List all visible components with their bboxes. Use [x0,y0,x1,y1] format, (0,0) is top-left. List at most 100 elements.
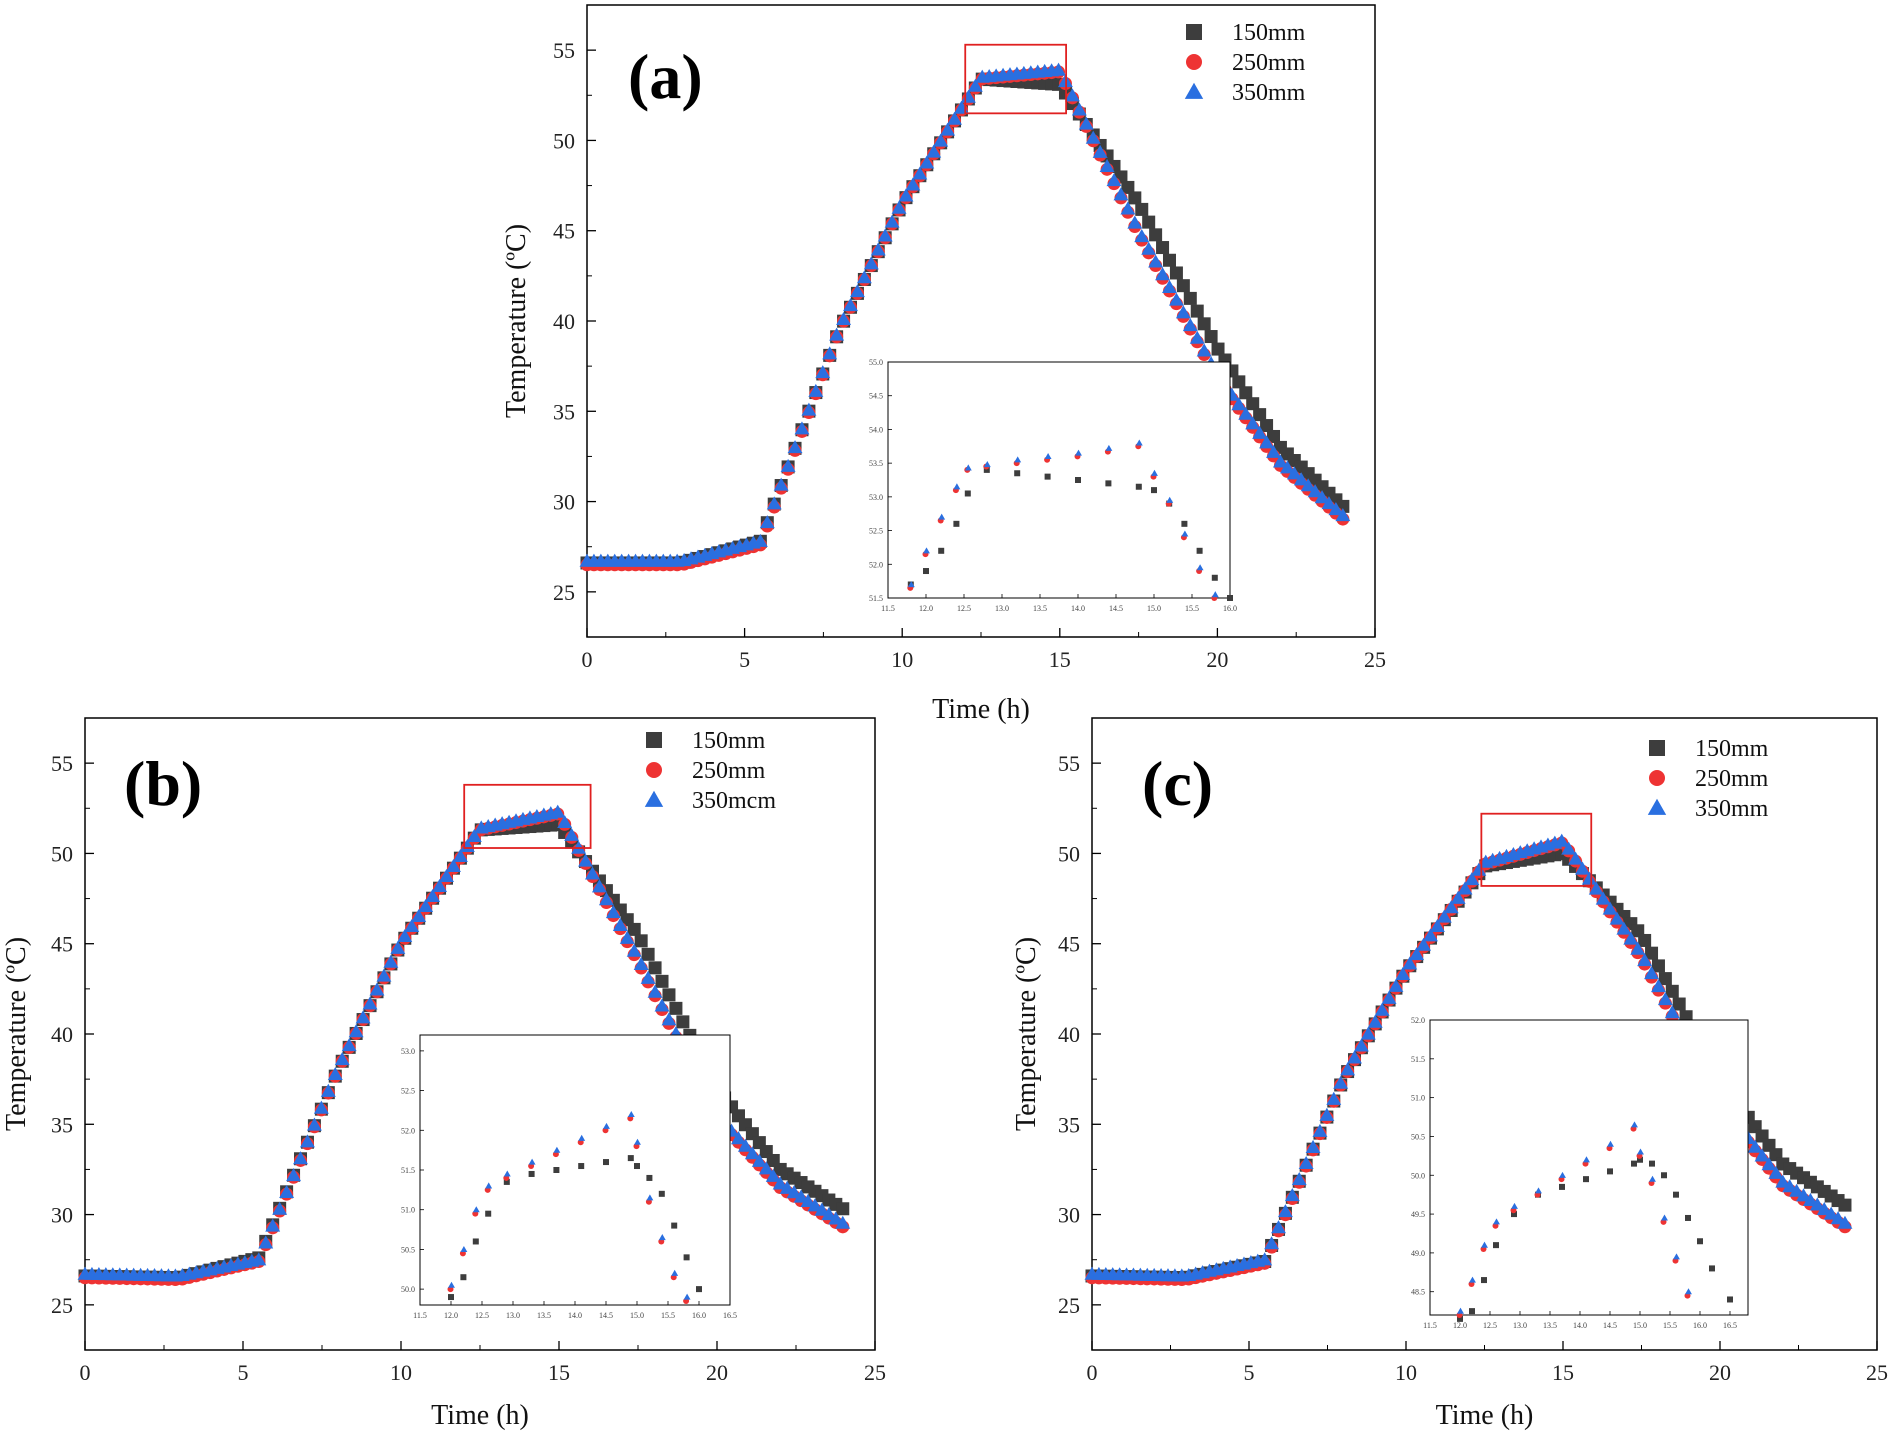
data-point [1416,937,1432,951]
data-point [843,297,858,312]
data-point [1381,990,1397,1004]
inset-data-point [658,1190,665,1197]
data-point [299,1134,315,1148]
data-point [1554,833,1570,847]
x-tick-label: 15 [548,1360,570,1385]
data-point [1071,102,1087,116]
inset-data-point [683,1293,691,1300]
inset-data-point [1457,1315,1463,1322]
data-point [306,1117,322,1131]
data-point [1838,1198,1852,1212]
inset-data-point [938,547,945,554]
inset-x-tick-label: 14.0 [1573,1321,1587,1330]
inset-data-point [627,1110,635,1117]
inset-data-point [671,1269,679,1276]
inset-x-tick-label: 11.5 [881,604,895,613]
data-point [1286,466,1302,480]
inset-zoom-plot: 11.5 12.0 12.5 13.0 13.5 14.0 14.5 15.0 15.5 16.0… [401,1034,737,1320]
inset-data-point [1014,456,1022,463]
data-point [1436,909,1452,923]
data-point [1581,871,1597,885]
y-tick-label: 55 [1058,751,1080,776]
inset-data-point [923,568,929,575]
data-point [376,968,392,982]
data-point [1353,1038,1369,1052]
y-tick-label: 50 [1058,841,1080,866]
data-point [1257,1252,1273,1266]
inset-data-point [683,1254,690,1261]
legend-label: 350mm [1695,796,1769,822]
data-point [1789,1183,1805,1197]
data-point [1182,318,1198,332]
inset-x-tick-label: 14.0 [568,1311,582,1320]
data-point [772,1176,788,1190]
data-point [752,533,768,547]
inset-x-tick-label: 13.0 [1513,1321,1527,1330]
data-point [1574,861,1590,875]
data-point [828,1211,844,1225]
legend-marker [644,790,664,807]
inset-data-point [1469,1276,1476,1283]
inset-x-tick-label: 15.0 [630,1311,644,1320]
data-point [445,858,461,872]
data-point [1253,408,1267,422]
data-point [1078,116,1094,130]
data-point [1326,1091,1342,1105]
y-tick-label: 25 [553,580,575,605]
inset-x-tick-label: 13.0 [995,604,1009,613]
x-tick-label: 10 [891,647,913,672]
inset-x-tick-label: 11.5 [413,1311,427,1320]
y-tick-label: 50 [553,128,575,153]
legend: 150mm 250mm 350mm [1184,20,1306,106]
data-point [808,383,824,397]
inset-x-tick-label: 14.5 [1603,1321,1617,1330]
inset-y-tick-label: 50.0 [401,1285,415,1294]
data-point [856,270,872,284]
data-point [1264,1236,1280,1250]
data-point [1367,1014,1383,1028]
inset-data-point [1105,480,1112,487]
inset-data-point [503,1170,511,1177]
data-point [1335,508,1351,522]
x-tick-label: 0 [80,1360,91,1385]
data-point [1616,921,1632,935]
data-point [1196,343,1212,357]
inset-data-point [1631,1160,1637,1167]
data-point [870,242,886,256]
data-point [794,421,810,435]
inset-x-tick-label: 14.5 [599,1311,613,1320]
data-point [1231,397,1247,411]
inset-x-tick-label: 13.5 [1033,604,1047,613]
data-point [369,982,385,996]
data-point [1630,941,1646,955]
inset-data-point [603,1159,609,1166]
data-point [355,1010,371,1024]
x-tick-label: 5 [1244,1360,1255,1385]
inset-data-point [1166,496,1174,503]
data-point [669,1001,683,1015]
data-point [1099,158,1115,173]
zoom-highlight-box [1480,812,1593,887]
data-point [912,166,928,180]
legend-marker [1649,770,1665,786]
data-point [265,1218,281,1232]
inset-x-tick-label: 13.5 [537,1311,551,1320]
data-point [1314,490,1330,504]
data-point [1768,1165,1784,1179]
data-point [1148,254,1164,268]
data-point [1155,267,1171,281]
data-point [1190,304,1204,318]
data-point [1651,959,1665,973]
legend-label: 150mm [692,728,766,754]
data-point [863,256,879,270]
data-point [801,402,817,416]
data-point [1333,1075,1349,1089]
y-tick-label: 55 [553,38,575,63]
y-tick-label: 50 [51,841,73,866]
inset-data-point [1196,564,1204,571]
inset-x-tick-label: 15.0 [1147,604,1161,613]
y-tick-label: 30 [553,490,575,515]
legend: 150mm 250mm 350mcm [644,728,776,814]
data-point [751,1153,767,1167]
legend-label: 350mcm [692,788,776,814]
